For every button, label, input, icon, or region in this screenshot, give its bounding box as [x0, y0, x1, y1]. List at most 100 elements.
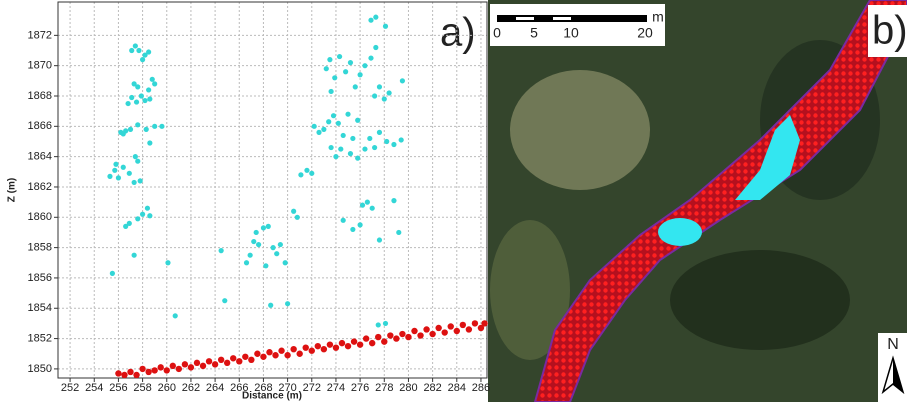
point: [399, 330, 406, 338]
point: [332, 75, 338, 81]
point: [417, 332, 424, 339]
x-tick-label: 266: [230, 382, 248, 394]
point: [139, 211, 146, 217]
point: [131, 179, 137, 186]
point: [247, 252, 253, 258]
map-panel: 0 5 10 20 m b) N: [488, 0, 907, 403]
point: [260, 353, 267, 360]
point: [291, 208, 297, 214]
cyan-cluster: [735, 115, 800, 200]
x-tick-label: 254: [85, 382, 103, 394]
point: [477, 324, 485, 332]
point: [135, 158, 141, 164]
point: [282, 260, 288, 266]
point: [357, 222, 363, 228]
point: [355, 155, 361, 161]
y-tick-label: 1870: [28, 60, 52, 72]
point: [323, 66, 329, 72]
point: [137, 178, 143, 184]
point: [145, 368, 152, 376]
point: [146, 49, 152, 55]
point: [471, 320, 479, 327]
clearing: [510, 70, 650, 190]
point: [321, 126, 327, 132]
scale-label: 20: [637, 25, 653, 41]
point: [381, 338, 388, 345]
point: [368, 339, 376, 347]
point: [387, 332, 394, 339]
y-tick-label: 1864: [28, 151, 52, 163]
north-label: N: [887, 336, 899, 353]
x-tick-label: 272: [303, 382, 321, 394]
north-arrow: [893, 358, 903, 392]
y-axis-label: Z (m): [7, 178, 18, 202]
point: [126, 170, 132, 176]
point: [308, 347, 315, 354]
point: [120, 164, 126, 170]
point: [429, 330, 436, 338]
point: [152, 123, 158, 129]
point: [260, 225, 267, 231]
point: [254, 350, 261, 357]
point: [107, 173, 113, 179]
point: [441, 329, 448, 336]
tree-shadow: [670, 250, 850, 350]
clearing: [490, 220, 570, 360]
scale-box: [490, 4, 665, 46]
point: [382, 320, 389, 327]
point: [364, 199, 370, 205]
point: [256, 241, 262, 248]
point: [127, 126, 134, 132]
point: [375, 322, 381, 328]
point: [139, 57, 146, 63]
x-tick-label: 270: [278, 382, 296, 394]
point: [222, 298, 228, 304]
point: [336, 53, 343, 60]
label-box: [868, 5, 907, 57]
point: [169, 362, 177, 370]
point: [298, 172, 304, 178]
y-tick-label: 1854: [28, 302, 52, 314]
point: [328, 144, 334, 151]
point: [143, 126, 149, 132]
point: [272, 352, 279, 359]
point: [399, 78, 406, 84]
point: [347, 60, 354, 66]
point: [139, 365, 146, 373]
point: [133, 371, 140, 379]
point: [138, 93, 144, 99]
point: [243, 260, 250, 266]
panel-a-bg: [0, 0, 487, 402]
point: [447, 323, 454, 330]
point: [172, 313, 178, 319]
point: [411, 327, 418, 335]
point: [294, 214, 300, 220]
x-tick-label: 282: [423, 382, 441, 394]
point: [359, 202, 366, 208]
x-tick-label: 274: [327, 382, 345, 394]
point: [362, 335, 370, 342]
point: [332, 344, 340, 351]
point: [146, 87, 152, 93]
y-tick-label: 1850: [28, 363, 52, 375]
point: [274, 251, 280, 257]
y-tick-label: 1858: [28, 242, 52, 254]
point: [115, 175, 122, 181]
point: [121, 371, 128, 379]
point: [352, 84, 358, 90]
point: [345, 111, 351, 117]
point: [131, 252, 137, 258]
y-tick-label: 1860: [28, 211, 52, 223]
point: [131, 81, 137, 87]
point: [362, 146, 368, 152]
point: [129, 94, 135, 101]
point: [326, 341, 334, 348]
x-tick-label: 284: [448, 382, 466, 394]
point: [157, 364, 164, 371]
point: [253, 229, 259, 236]
point: [326, 119, 332, 125]
point: [211, 361, 219, 368]
point: [142, 52, 148, 58]
point: [230, 355, 237, 362]
cyan-cluster: [658, 218, 702, 246]
